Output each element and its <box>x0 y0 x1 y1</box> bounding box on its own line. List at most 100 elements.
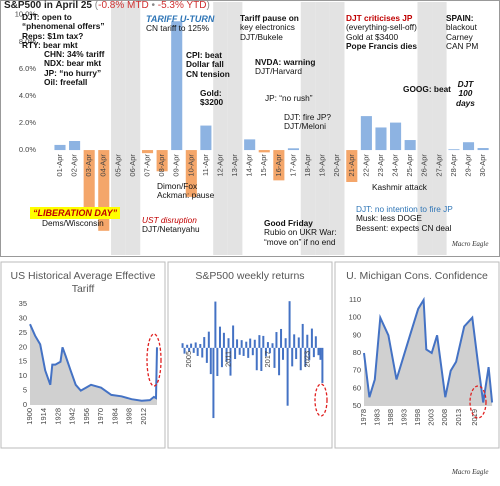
bar <box>186 344 189 348</box>
annotation-line: NDX: bear mkt <box>44 58 102 69</box>
bar <box>214 301 217 348</box>
separator: • <box>151 0 155 11</box>
x-tick-label: 28-Apr <box>449 154 458 177</box>
bar <box>268 347 271 354</box>
bar <box>98 150 110 231</box>
y-tick-label: 6.0% <box>19 64 36 73</box>
x-tick-label: 1970 <box>96 408 105 425</box>
annotation-line: Rubio on UKR War: <box>264 227 337 238</box>
bar <box>360 116 372 151</box>
bar <box>181 343 184 348</box>
annotation-line: Dollar fall <box>186 59 224 70</box>
x-tick-label: 13-Apr <box>230 154 239 177</box>
bar <box>196 347 199 356</box>
bar <box>229 347 232 376</box>
bar <box>317 347 320 356</box>
bar <box>255 347 258 371</box>
bar <box>287 148 299 151</box>
annotation-line: DJT criticises JP <box>346 13 413 23</box>
annotation: DJT: fire JP? DJT/Meloni <box>284 112 332 132</box>
bar <box>275 332 278 348</box>
y-tick-label: 25 <box>19 328 27 337</box>
annotation-line: “phenomenal offers” <box>22 21 105 32</box>
y-tick-label: 10 <box>19 371 27 380</box>
bar <box>185 150 197 197</box>
bar <box>271 343 274 348</box>
title-paren: ( <box>94 0 99 11</box>
y-tick-label: 0 <box>23 400 27 409</box>
y-tick-label: 4.0% <box>19 91 36 100</box>
non-trading-shade <box>417 2 433 255</box>
bar <box>238 347 241 355</box>
non-trading-shade <box>300 2 316 255</box>
x-tick-label: 11-Apr <box>201 154 210 176</box>
marks: 10.0% 8.0% 6.0% 4.0% 2.0% 0.0% 01-Apr 02-Apr 03-… <box>15 2 494 426</box>
bar <box>346 150 358 182</box>
bar <box>291 347 294 367</box>
annotation-line: CHN: 34% tariff <box>44 49 105 59</box>
bar <box>264 347 267 357</box>
bar <box>462 142 475 151</box>
bar <box>240 340 243 348</box>
x-tick-label: 06-Apr <box>128 154 137 177</box>
x-tick-label: 22-Apr <box>361 154 370 177</box>
bar <box>304 347 307 367</box>
bar <box>234 347 237 360</box>
bar <box>156 150 168 172</box>
bar <box>192 347 195 353</box>
x-tick-label: 2005 <box>184 351 193 368</box>
non-trading-shade <box>432 2 447 255</box>
x-tick-label: 1993 <box>400 409 409 426</box>
mtd: -0.8% MTD <box>98 0 149 11</box>
annotation: DJT 100 days <box>456 79 475 108</box>
annotation-line: Ackman: pause <box>157 190 215 201</box>
annotation: TARIFF U-TURN CN tariff to 125% <box>146 14 214 33</box>
x-tick-label: 1988 <box>386 409 395 426</box>
x-tick-label: 30-Apr <box>478 154 487 177</box>
annotation-line: RTY: bear mkt <box>22 39 78 50</box>
panel-frame <box>167 261 333 449</box>
highlight-ellipse <box>146 333 162 387</box>
y-tick-label: 35 <box>19 299 27 308</box>
annotation-line: Oil: freefall <box>44 76 88 87</box>
annotation-line: Gold: <box>200 88 222 98</box>
annotation-line: CAN PM <box>446 40 479 51</box>
bar <box>249 338 252 348</box>
annotation-line: Tariff pause on <box>240 13 299 23</box>
y-tick-label: 10.0% <box>15 10 37 19</box>
x-tick-label: 2013 <box>454 409 463 426</box>
ytd: -5.3% YTD <box>157 0 207 11</box>
annotation: Tariff pause on key electronics DJT/Bukele <box>240 13 299 42</box>
annotation-line: NVDA: warning <box>255 57 316 67</box>
bar <box>286 347 289 406</box>
annotation-line: JP: “no hurry” <box>44 67 102 78</box>
annotation: DJT criticises JP (everything-sell-off) Go… <box>346 13 417 51</box>
highlight-ellipse <box>469 385 487 419</box>
x-tick-label: 12-Apr <box>215 154 224 177</box>
x-tick-label: 1942 <box>68 408 77 425</box>
y-tick-label: 2.0% <box>19 118 36 127</box>
non-trading-shade <box>227 2 243 255</box>
annotation-line: $3200 <box>200 97 224 108</box>
bar <box>448 149 460 151</box>
bar <box>375 127 387 151</box>
bar <box>216 347 219 377</box>
bar <box>314 336 317 348</box>
x-tick-label: 26-Apr <box>420 154 429 177</box>
x-tick-label: 16-Apr <box>274 154 283 177</box>
x-tick-label: 2008 <box>440 409 449 426</box>
annotation-line: DJT/Bukele <box>240 31 283 42</box>
bar <box>477 148 489 151</box>
bar <box>299 347 302 371</box>
x-tick-label: 24-Apr <box>391 154 400 177</box>
bar <box>258 335 261 348</box>
bar <box>205 347 208 363</box>
bar <box>203 337 206 348</box>
logo: Macro Eagle <box>452 240 489 248</box>
bar <box>236 339 239 348</box>
title: S&P500 in April 25 (-0.8% MTD • -5.3% YT… <box>4 0 210 11</box>
annotation-line: DJT: fire JP? <box>284 112 332 122</box>
x-tick-label: 1928 <box>53 408 62 425</box>
x-tick-label: 25-Apr <box>405 154 414 177</box>
